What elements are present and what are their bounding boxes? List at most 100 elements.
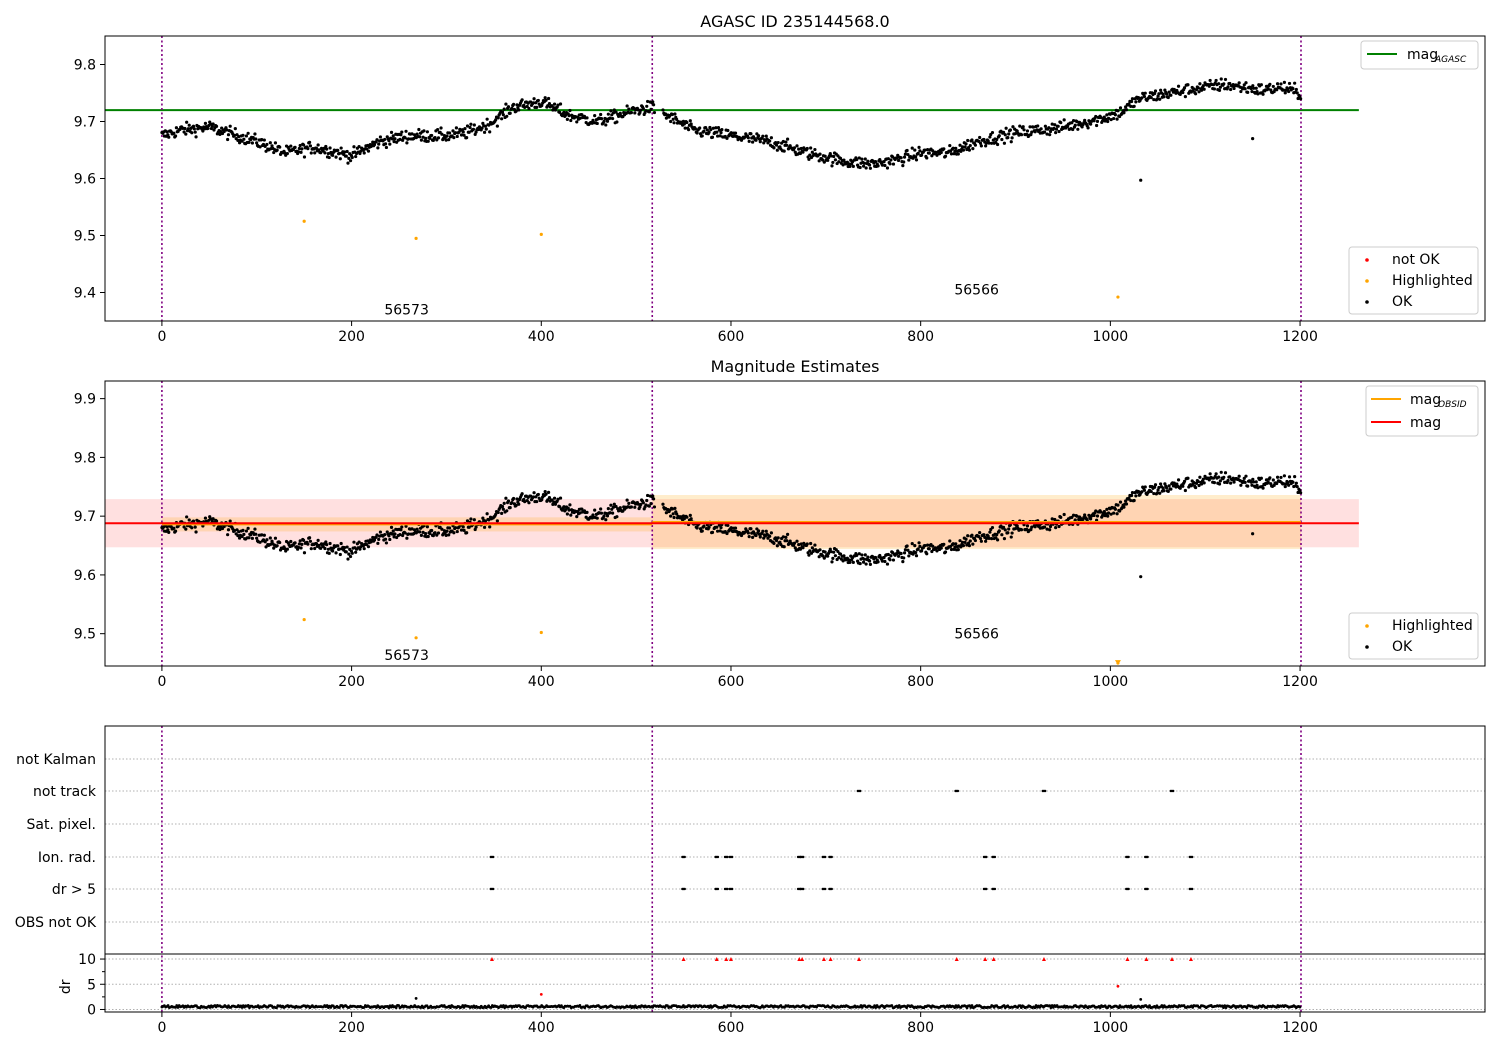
ok-point [1226,478,1230,483]
ok-point [1169,93,1173,97]
ok-point [1124,105,1128,109]
panel1-point-legend: not OK Highlighted OK [1348,246,1479,315]
ok-point [167,135,171,139]
ok-point [917,145,921,149]
ok-point [948,539,952,543]
ok-point [556,497,560,501]
ok-point [1152,491,1156,496]
ok-point [319,546,323,550]
ok-point [785,143,789,147]
ok-point [609,503,613,507]
dr-point [578,1004,582,1007]
ok-point [1002,537,1007,541]
ok-point [246,131,250,135]
dr-point [1298,1005,1302,1009]
ok-point [1251,137,1255,141]
ok-point [424,531,428,536]
ok-point [862,161,867,165]
ok-point [813,147,817,152]
ok-point [907,554,911,558]
highlighted-point [302,219,306,223]
ok-point [761,134,765,138]
ok-point [430,133,434,138]
flag-point [1146,855,1149,859]
dr-capped-marker [724,957,729,962]
ok-point [729,131,733,135]
ok-point [211,122,215,126]
ok-point [306,147,310,151]
dr-point [397,1004,401,1007]
ok-point [568,108,572,113]
dr-axis-label: dr [58,979,74,994]
ok-point [1104,512,1108,516]
ok-point [306,542,310,546]
ok-point [337,151,342,156]
ok-point [347,552,351,556]
ok-point [1130,99,1134,104]
ok-point [968,539,972,543]
ok-point [810,150,814,154]
ok-point [830,560,834,564]
ok-point [569,118,573,123]
ok-point [445,134,449,138]
ok-point [1207,84,1211,88]
ok-point [325,147,329,151]
ok-point [543,96,547,100]
ok-point [1200,88,1204,92]
ok-point [388,142,392,146]
ok-point [916,547,920,551]
ok-point [882,555,886,560]
ok-point [821,158,825,162]
ok-point [392,140,396,144]
ok-point [254,137,258,141]
ok-point [1030,130,1034,134]
ok-point [1010,531,1014,535]
ok-point [964,142,968,146]
ok-point [228,124,232,128]
ok-point [798,151,803,156]
ok-point [342,545,347,550]
dr-point [953,1006,957,1010]
ok-point [578,511,582,515]
ok-point [1113,113,1117,117]
ok-point [807,553,811,557]
ok-point [906,548,910,552]
ok-point [544,98,548,102]
ok-point [1116,503,1120,507]
ok-point [1149,96,1153,100]
ok-point [481,516,485,520]
ok-point [801,150,805,154]
ok-point [520,492,524,496]
ok-point [316,143,320,147]
ok-point [633,111,637,115]
ok-point [756,134,761,138]
dr-point-not-ok [1116,984,1120,988]
ok-point [183,126,187,131]
ok-point [1106,119,1110,124]
ok-point [1113,507,1117,511]
ok-point [375,533,379,537]
dr-capped-marker [857,957,862,962]
obsid-label: 56573 [384,648,429,664]
ok-point [1122,505,1126,509]
ok-point [833,158,838,162]
ok-point [467,130,471,134]
ok-point [914,551,918,555]
ok-point [970,138,974,142]
ok-point [1106,511,1111,515]
ok-point [717,128,721,132]
ok-point [494,512,498,517]
ok-point [1006,135,1010,140]
ok-point [403,531,407,535]
ok-point [336,544,340,548]
ok-point [769,531,773,535]
ok-point [902,155,907,159]
ok-point [1025,527,1029,531]
ok-point [1201,477,1205,481]
ok-point [337,547,342,551]
flag-point [491,887,495,891]
ok-point [317,543,321,547]
ok-point [669,119,673,124]
ok-point [762,536,766,540]
